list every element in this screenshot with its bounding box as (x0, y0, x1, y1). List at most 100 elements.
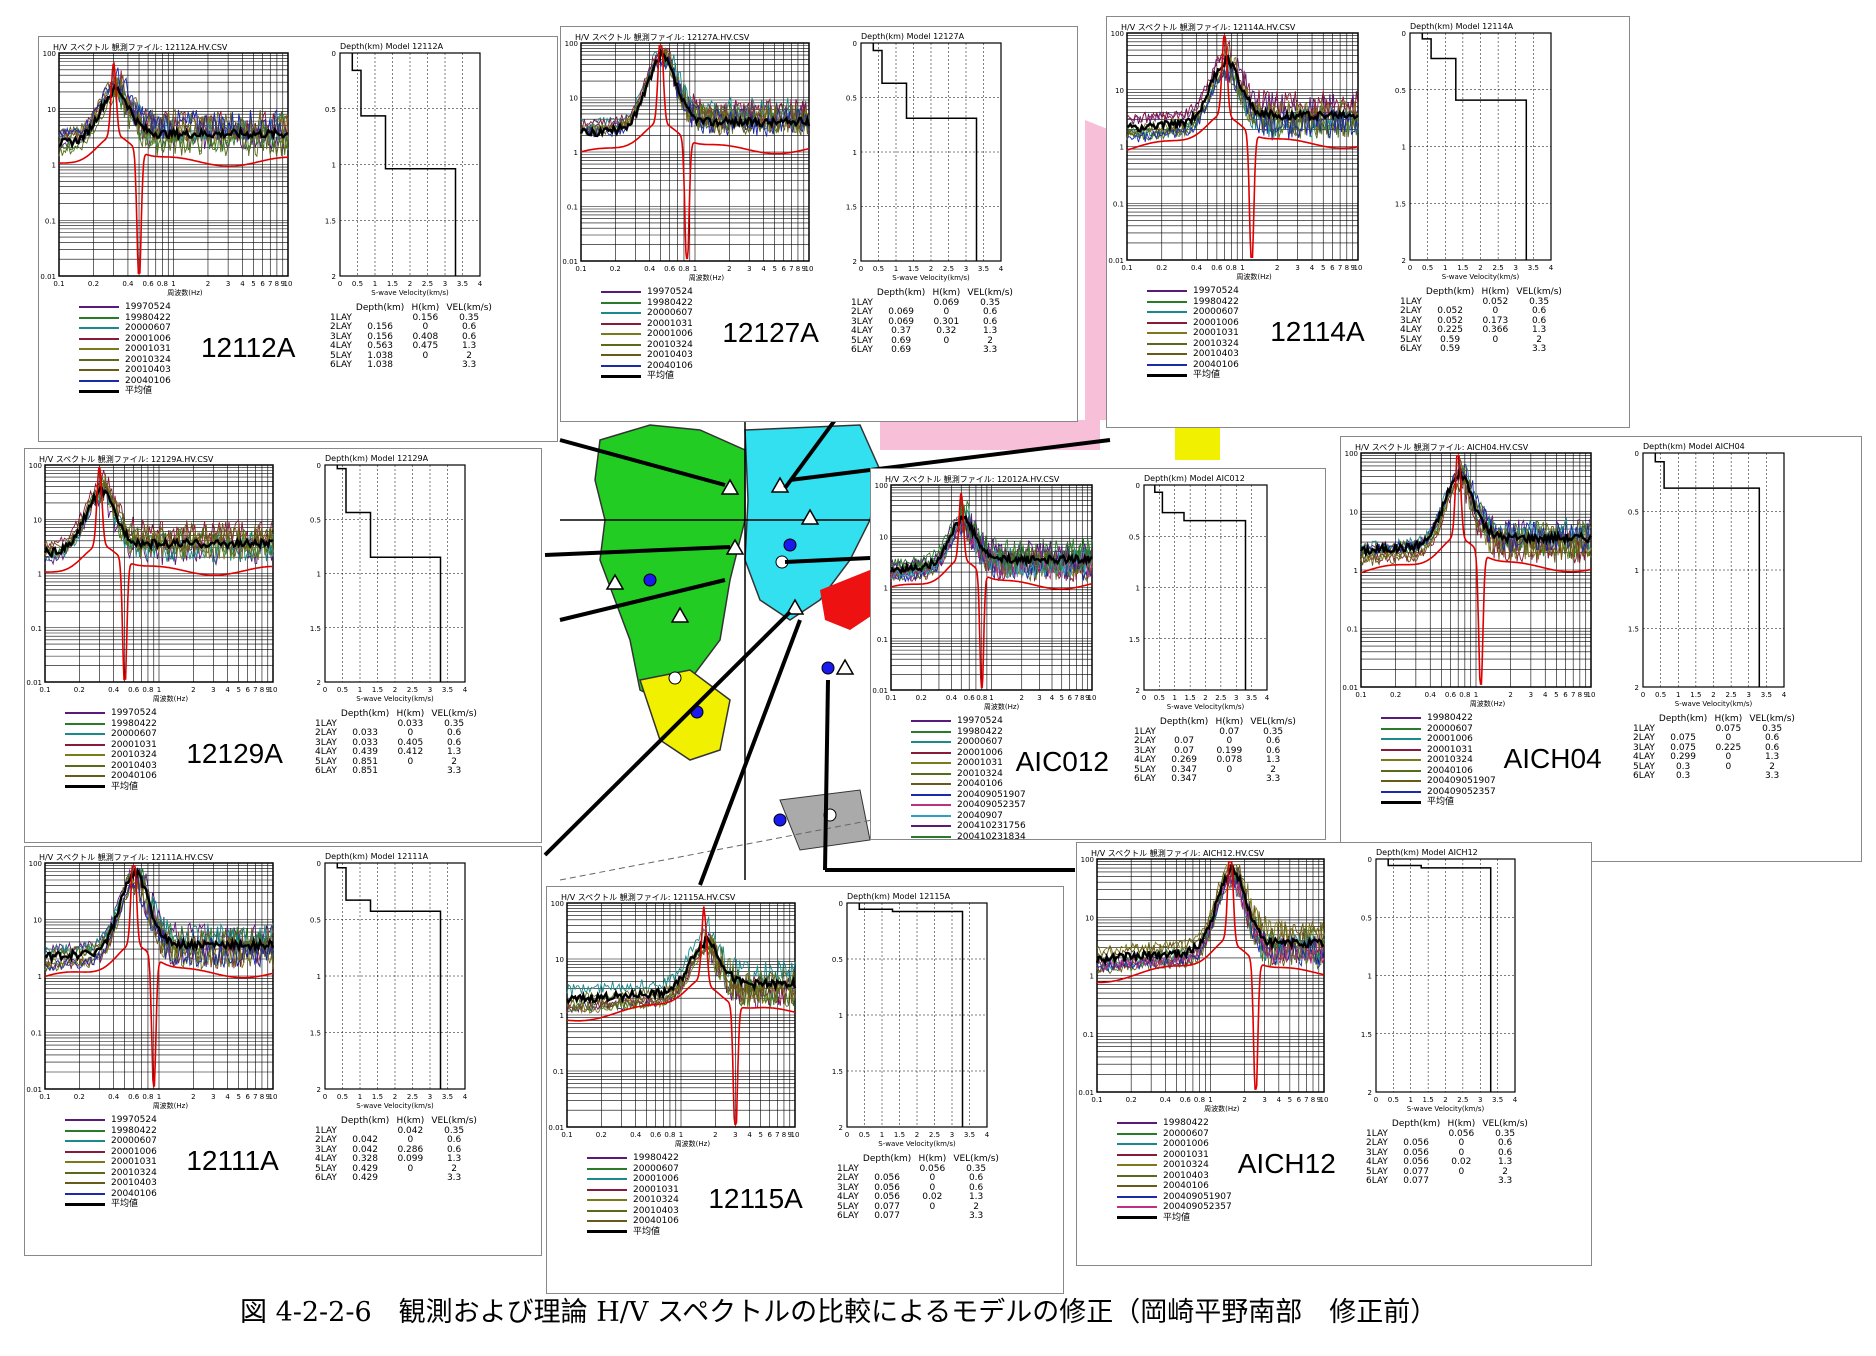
velocity-tick-label: 1.5 (372, 1093, 383, 1101)
table-cell: 2 (1502, 1166, 1508, 1177)
table-row: 5LAY 0.851 0 2 (315, 756, 481, 768)
table-cell (1444, 1177, 1482, 1187)
table-cell: 0 (407, 1135, 414, 1145)
table-cell (1212, 775, 1250, 785)
table-cell: 4LAY (315, 747, 337, 757)
table-cell: 0.052 (1482, 296, 1509, 307)
x-tick-label: 10 (269, 1093, 278, 1101)
table-row: 3LAY 0.042 0.286 0.6 (315, 1145, 481, 1156)
velocity-tick-label: 3.5 (1761, 691, 1772, 699)
velocity-tick-label: 3 (1747, 691, 1751, 699)
legend-swatch (65, 1129, 105, 1132)
arrow (544, 545, 731, 557)
velocity-tick-label: 0.5 (1422, 264, 1433, 272)
x-tick-label: 3 (226, 280, 230, 288)
y-tick-label: 10 (1085, 914, 1094, 922)
y-tick-label: 0.1 (877, 636, 888, 644)
x-axis-label: 周波数(Hz) (153, 694, 189, 703)
x-tick-label: 0.1 (39, 686, 50, 694)
y-tick-label: 0.01 (562, 258, 578, 266)
table-row: 4LAY 0.563 0.475 1.3 (330, 341, 496, 352)
table-cell: 1.3 (1531, 325, 1547, 335)
velocity-tick-label: 1 (373, 280, 377, 288)
table-cell: 0.056 (874, 1182, 900, 1193)
velocity-tick-label: 2 (929, 265, 933, 273)
table-cell: 1.3 (982, 326, 998, 336)
table-row: 5LAY 0.69 0 2 (851, 336, 1017, 347)
legend-swatch (1147, 332, 1187, 335)
x-tick-label: 0.4 (644, 265, 656, 273)
velocity-profile-line (1387, 859, 1492, 1092)
table-cell: 0.851 (352, 756, 378, 767)
table-cell: 0.199 (1216, 745, 1243, 756)
table-cell: 1.3 (1265, 755, 1281, 765)
x-tick-label: 4 (225, 1093, 230, 1101)
velocity-tick-label: 0 (845, 1131, 849, 1139)
velocity-tick-label: 4 (999, 265, 1004, 273)
table-cell: 1LAY (1633, 723, 1655, 734)
velocity-tick-label: 3.5 (442, 686, 453, 694)
x-tick-label: 4 (747, 1131, 752, 1139)
depth-tick-label: 2 (1136, 687, 1140, 695)
hv-panel-12127a: H/V スペクトル 観測ファイル: 12127A.HV.CSV Depth(km)… (560, 26, 1078, 422)
legend-item: 20000607 (1381, 724, 1496, 735)
legend-label: 20010403 (1193, 349, 1239, 359)
legend-label: 20040106 (111, 771, 157, 781)
hv-file-title: H/V スペクトル 観測ファイル: AICH12.HV.CSV (1091, 849, 1265, 858)
table-row: 2LAY 0.07 0 0.6 (1134, 736, 1300, 747)
table-cell: 0.439 (352, 747, 378, 757)
depth-tick-label: 1 (1402, 144, 1406, 152)
y-tick-label: 1 (884, 585, 888, 593)
legend-label: 20040106 (1427, 765, 1473, 776)
x-tick-label: 7 (253, 1093, 257, 1101)
depth-tick-label: 1.5 (310, 1030, 321, 1038)
depth-tick-label: 0.5 (1628, 509, 1639, 517)
layer-table: Depth(km) H(km) VEL(km/s) 1LAY 0.156 0.35 2LAY… (330, 303, 496, 371)
legend-label: 20000607 (633, 1163, 679, 1174)
legend-item: 200409051907 (1381, 776, 1496, 787)
legend-label: 20010324 (125, 354, 171, 365)
hv-file-title: H/V スペクトル 観測ファイル: 12114A.HV.CSV (1121, 23, 1296, 32)
velocity-tick-label: 0.5 (337, 1093, 348, 1101)
x-tick-label: 0.1 (39, 1093, 50, 1101)
table-cell: 1.038 (367, 360, 393, 370)
legend-label: 20010324 (633, 1195, 679, 1205)
table-row: 3LAY 0.033 0.405 0.6 (315, 738, 481, 749)
table-cell: 0 (1492, 306, 1499, 316)
table-header: H(km) (411, 303, 440, 313)
x-tick-label: 9 (1317, 1096, 1321, 1104)
legend-swatch (1117, 1185, 1157, 1188)
depth-tick-label: 0 (1635, 450, 1639, 458)
legend-swatch (65, 1119, 105, 1122)
table-cell: 0 (1226, 736, 1233, 746)
legend-label: 20001006 (111, 1146, 157, 1157)
x-tick-label: 10 (1587, 691, 1596, 699)
table-cell: 4LAY (330, 341, 352, 351)
velocity-tick-label: 1 (1676, 691, 1680, 699)
layer-table-grid: Depth(km) H(km) VEL(km/s) 1LAY 0.07 0.35 2LAY 0… (1134, 717, 1300, 785)
legend-label: 200409052357 (1427, 786, 1496, 797)
x-tick-label: 0.4 (1160, 1096, 1172, 1104)
legend-swatch (65, 754, 105, 757)
layer-table-grid: Depth(km) H(km) VEL(km/s) 1LAY 0.056 0.35 2LAY… (837, 1154, 1003, 1222)
legend-item: 20010324 (65, 750, 157, 761)
legend-label: 19980422 (647, 297, 693, 308)
legend-label: 20000607 (647, 308, 693, 318)
velocity-profile-line (351, 53, 457, 276)
hv-file-title: H/V スペクトル 観測ファイル: 12115A.HV.CSV (561, 893, 736, 902)
legend-label: 20010324 (1427, 755, 1473, 765)
hv-chart-svg: 0.1 0.2 0.4 0.6 0.8 1 2 3 4 5 6 7 8 9101001010.10.01周… (26, 462, 467, 703)
x-tick-label: 6 (767, 1131, 772, 1139)
average-series-line (1127, 54, 1359, 133)
legend-item: 20001006 (1147, 318, 1239, 329)
table-cell: 0.042 (397, 1125, 424, 1136)
hv-panel-aich12: H/V スペクトル 観測ファイル: AICH12.HV.CSV Depth(km)… (1076, 842, 1592, 1266)
legend-swatch (1117, 1153, 1157, 1156)
legend-item: 20000607 (79, 323, 171, 334)
depth-tick-label: 2 (332, 273, 336, 281)
series-legend: 19980422 20000607 20001006 20001031 20010324… (587, 1153, 679, 1237)
legend-item: 19970524 (79, 302, 171, 313)
legend-swatch (587, 1167, 627, 1170)
legend-swatch (601, 291, 641, 294)
station-marker (785, 598, 805, 615)
